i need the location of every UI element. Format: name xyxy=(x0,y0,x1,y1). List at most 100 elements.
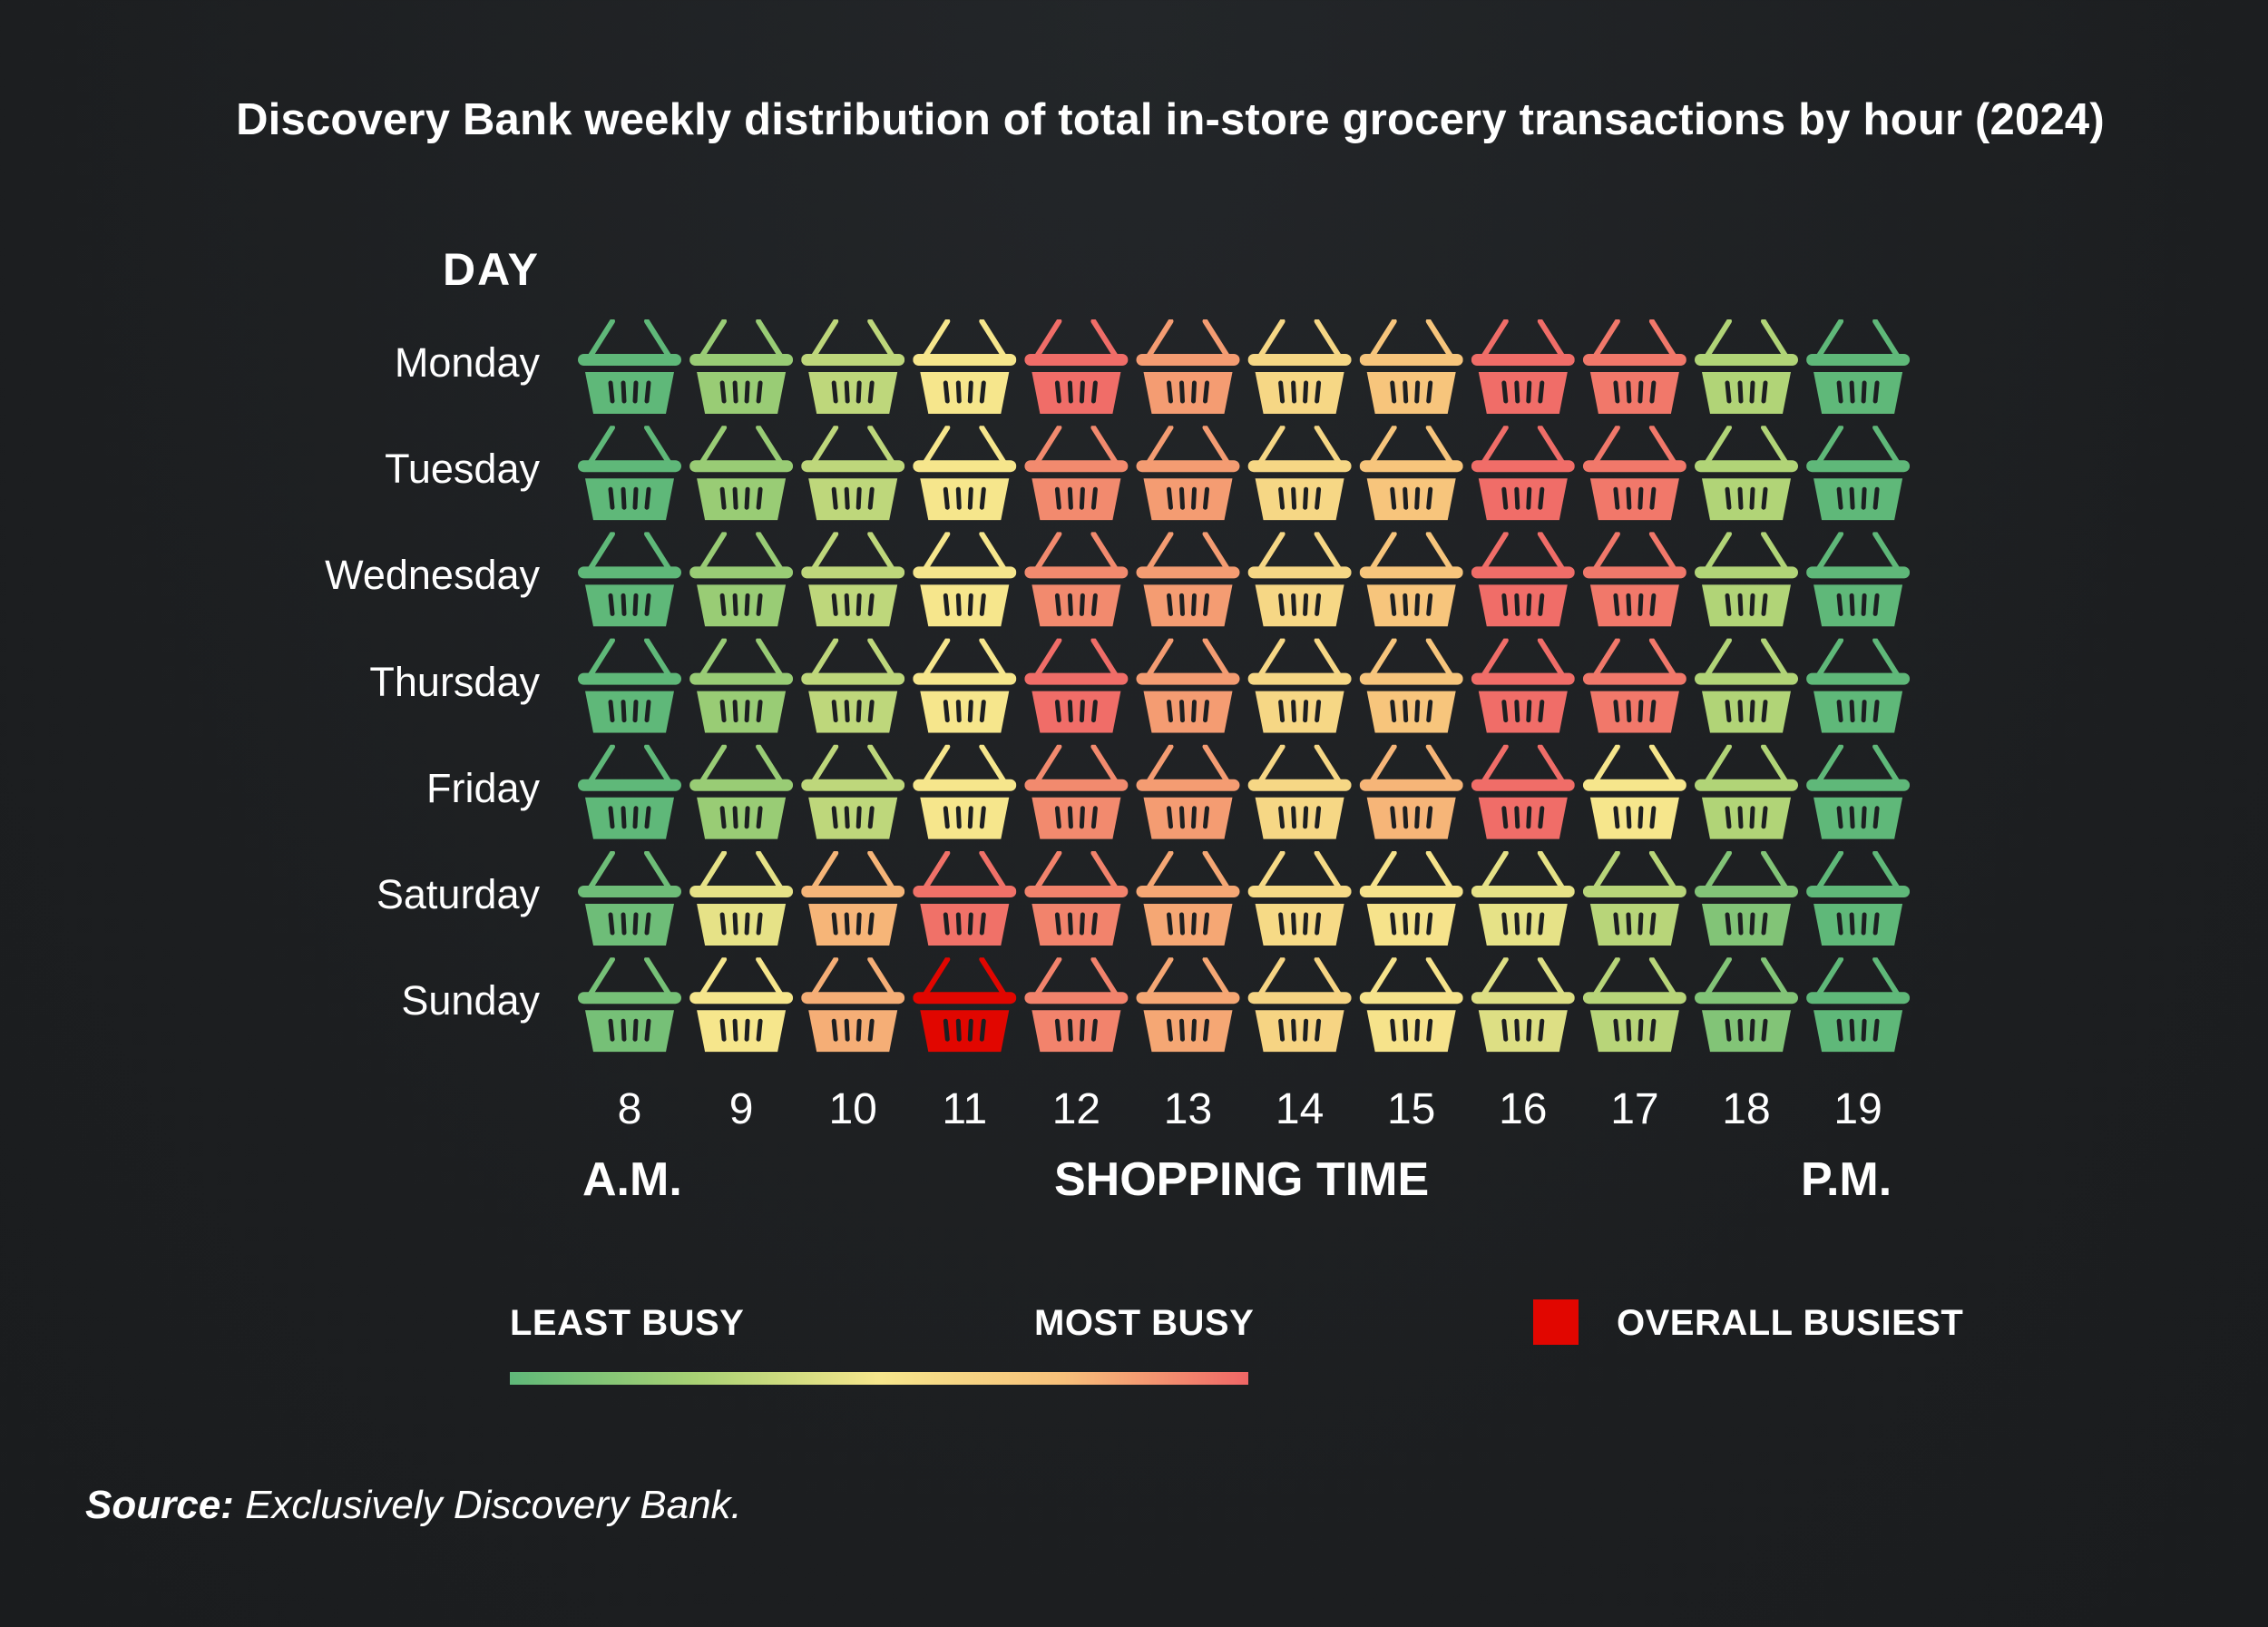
basket-thursday-14 xyxy=(1248,641,1352,733)
basket-monday-14 xyxy=(1248,321,1352,414)
hour-label-14: 14 xyxy=(1275,1085,1325,1133)
basket-wednesday-18 xyxy=(1695,534,1798,626)
basket-wednesday-17 xyxy=(1583,534,1686,626)
basket-monday-13 xyxy=(1137,321,1240,414)
day-label-thursday: Thursday xyxy=(369,658,540,705)
basket-wednesday-11 xyxy=(913,534,1016,626)
basket-saturday-8 xyxy=(578,853,681,946)
hour-label-17: 17 xyxy=(1610,1085,1659,1133)
basket-monday-19 xyxy=(1806,321,1910,414)
basket-tuesday-16 xyxy=(1471,427,1575,520)
basket-sunday-15 xyxy=(1360,959,1463,1052)
basket-sunday-18 xyxy=(1695,959,1798,1052)
basket-monday-11 xyxy=(913,321,1016,414)
basket-saturday-14 xyxy=(1248,853,1352,946)
basket-saturday-16 xyxy=(1471,853,1575,946)
basket-tuesday-9 xyxy=(689,427,793,520)
legend-least-busy-label: LEAST BUSY xyxy=(510,1303,745,1343)
basket-thursday-12 xyxy=(1024,641,1128,733)
basket-tuesday-12 xyxy=(1024,427,1128,520)
basket-thursday-18 xyxy=(1695,641,1798,733)
day-label-monday: Monday xyxy=(394,339,540,386)
legend-busiest-label: OVERALL BUSIEST xyxy=(1617,1303,1964,1343)
basket-sunday-19 xyxy=(1806,959,1910,1052)
basket-thursday-8 xyxy=(578,641,681,733)
basket-tuesday-10 xyxy=(801,427,904,520)
legend-gradient-bar xyxy=(510,1372,1248,1385)
day-label-sunday: Sunday xyxy=(401,977,540,1024)
basket-tuesday-8 xyxy=(578,427,681,520)
x-axis-heading: SHOPPING TIME xyxy=(1054,1153,1430,1206)
basket-wednesday-15 xyxy=(1360,534,1463,626)
hour-label-8: 8 xyxy=(617,1085,642,1133)
basket-tuesday-13 xyxy=(1137,427,1240,520)
basket-monday-15 xyxy=(1360,321,1463,414)
basket-sunday-16 xyxy=(1471,959,1575,1052)
basket-thursday-10 xyxy=(801,641,904,733)
basket-friday-18 xyxy=(1695,747,1798,839)
basket-wednesday-14 xyxy=(1248,534,1352,626)
basket-friday-9 xyxy=(689,747,793,839)
basket-thursday-9 xyxy=(689,641,793,733)
basket-thursday-15 xyxy=(1360,641,1463,733)
basket-wednesday-12 xyxy=(1024,534,1128,626)
basket-monday-17 xyxy=(1583,321,1686,414)
basket-sunday-13 xyxy=(1137,959,1240,1052)
basket-tuesday-14 xyxy=(1248,427,1352,520)
basket-friday-12 xyxy=(1024,747,1128,839)
basket-monday-12 xyxy=(1024,321,1128,414)
basket-sunday-12 xyxy=(1024,959,1128,1052)
chart-title: Discovery Bank weekly distribution of to… xyxy=(236,95,2105,144)
source-note: Source: Exclusively Discovery Bank. xyxy=(85,1483,742,1528)
basket-friday-14 xyxy=(1248,747,1352,839)
basket-wednesday-19 xyxy=(1806,534,1910,626)
basket-tuesday-17 xyxy=(1583,427,1686,520)
source-text: Exclusively Discovery Bank. xyxy=(245,1483,742,1527)
basket-saturday-9 xyxy=(689,853,793,946)
basket-wednesday-13 xyxy=(1137,534,1240,626)
basket-friday-8 xyxy=(578,747,681,839)
basket-monday-16 xyxy=(1471,321,1575,414)
hour-label-19: 19 xyxy=(1833,1085,1882,1133)
basket-saturday-17 xyxy=(1583,853,1686,946)
day-axis-heading: DAY xyxy=(443,244,540,295)
basket-friday-15 xyxy=(1360,747,1463,839)
basket-tuesday-11 xyxy=(913,427,1016,520)
basket-saturday-11 xyxy=(913,853,1016,946)
basket-friday-17 xyxy=(1583,747,1686,839)
pm-label: P.M. xyxy=(1801,1153,1892,1206)
hour-label-10: 10 xyxy=(828,1085,877,1133)
hour-label-9: 9 xyxy=(728,1085,754,1133)
basket-thursday-17 xyxy=(1583,641,1686,733)
legend-most-busy-label: MOST BUSY xyxy=(1034,1303,1255,1343)
basket-friday-19 xyxy=(1806,747,1910,839)
basket-wednesday-16 xyxy=(1471,534,1575,626)
basket-monday-9 xyxy=(689,321,793,414)
day-label-friday: Friday xyxy=(425,764,540,811)
hour-label-12: 12 xyxy=(1051,1085,1101,1133)
basket-friday-16 xyxy=(1471,747,1575,839)
basket-sunday-10 xyxy=(801,959,904,1052)
hour-label-18: 18 xyxy=(1722,1085,1771,1133)
basket-sunday-8 xyxy=(578,959,681,1052)
basket-thursday-13 xyxy=(1137,641,1240,733)
source-prefix: Source: xyxy=(85,1483,234,1527)
hour-label-15: 15 xyxy=(1386,1085,1436,1133)
basket-friday-11 xyxy=(913,747,1016,839)
basket-sunday-14 xyxy=(1248,959,1352,1052)
hour-label-11: 11 xyxy=(942,1085,988,1133)
am-label: A.M. xyxy=(582,1153,682,1206)
basket-friday-10 xyxy=(801,747,904,839)
basket-saturday-19 xyxy=(1806,853,1910,946)
basket-thursday-16 xyxy=(1471,641,1575,733)
legend-busiest-swatch xyxy=(1533,1299,1579,1345)
basket-sunday-11 xyxy=(913,959,1016,1052)
hour-label-16: 16 xyxy=(1499,1085,1548,1133)
basket-saturday-18 xyxy=(1695,853,1798,946)
basket-saturday-12 xyxy=(1024,853,1128,946)
basket-heatmap xyxy=(0,0,2268,1089)
basket-thursday-11 xyxy=(913,641,1016,733)
basket-tuesday-18 xyxy=(1695,427,1798,520)
basket-saturday-10 xyxy=(801,853,904,946)
basket-thursday-19 xyxy=(1806,641,1910,733)
